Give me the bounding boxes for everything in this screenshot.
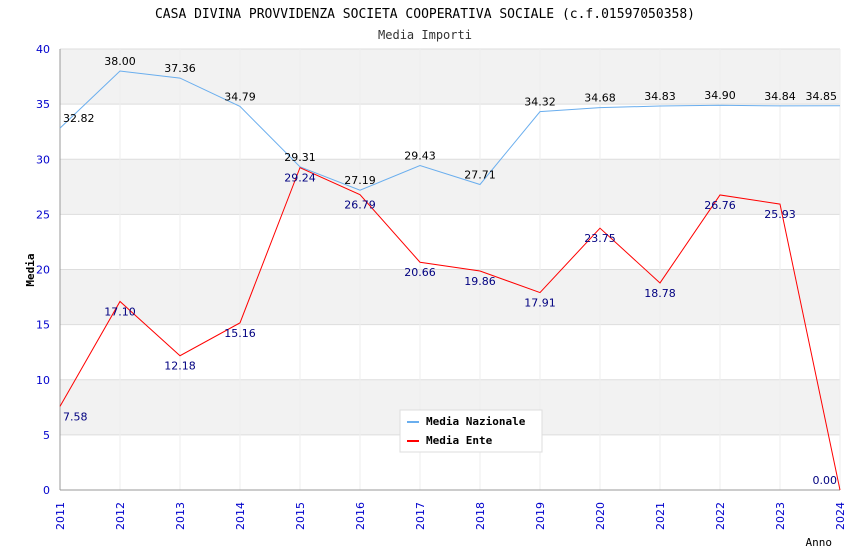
- x-tick-label: 2018: [474, 502, 487, 530]
- data-label: 32.82: [63, 112, 95, 125]
- x-tick-label: 2014: [234, 502, 247, 530]
- data-label: 17.91: [524, 297, 556, 310]
- data-label: 27.19: [344, 174, 376, 187]
- data-label: 34.32: [524, 96, 556, 109]
- data-label: 26.76: [704, 199, 736, 212]
- x-tick-label: 2011: [54, 502, 67, 530]
- data-label: 34.83: [644, 90, 676, 103]
- y-axis-label: Media: [24, 253, 37, 286]
- data-label: 20.66: [404, 266, 436, 279]
- data-label: 29.31: [284, 151, 316, 164]
- series-line-0: [59, 70, 841, 191]
- y-tick-label: 20: [36, 264, 50, 277]
- y-tick-label: 40: [36, 43, 50, 56]
- chart-subtitle: Media Importi: [378, 28, 472, 42]
- x-tick-label: 2017: [414, 502, 427, 530]
- data-label: 27.71: [464, 168, 496, 181]
- data-label: 34.90: [704, 89, 736, 102]
- chart-title: CASA DIVINA PROVVIDENZA SOCIETA COOPERAT…: [155, 7, 695, 22]
- data-label: 23.75: [584, 232, 616, 245]
- x-tick-label: 2019: [534, 502, 547, 530]
- data-label: 18.78: [644, 287, 676, 300]
- y-tick-label: 5: [43, 429, 50, 442]
- grid-band: [60, 49, 840, 105]
- data-label: 34.85: [806, 90, 838, 103]
- data-label: 37.36: [164, 62, 196, 75]
- x-tick-label: 2021: [654, 502, 667, 530]
- data-label: 7.58: [63, 410, 88, 423]
- y-tick-label: 0: [43, 484, 50, 497]
- y-tick-label: 10: [36, 374, 50, 387]
- data-label: 0.00: [813, 474, 838, 487]
- data-label: 29.43: [404, 150, 436, 163]
- legend-label-ente: Media Ente: [426, 434, 493, 447]
- data-label: 38.00: [104, 55, 136, 68]
- grid-band: [60, 159, 840, 215]
- data-label: 34.84: [764, 90, 796, 103]
- x-axis-label: Anno: [806, 536, 833, 549]
- series-line-1: [59, 166, 841, 491]
- data-label: 15.16: [224, 327, 256, 340]
- data-label: 34.79: [224, 90, 256, 103]
- x-tick-label: 2012: [114, 502, 127, 530]
- x-tick-label: 2015: [294, 502, 307, 530]
- y-tick-label: 25: [36, 208, 50, 221]
- data-label: 12.18: [164, 360, 196, 373]
- legend: Media Nazionale Media Ente: [399, 409, 543, 453]
- x-tick-label: 2022: [714, 502, 727, 530]
- x-tick-label: 2016: [354, 502, 367, 530]
- x-tick-label: 2024: [834, 502, 847, 530]
- data-label: 29.24: [284, 172, 316, 185]
- y-tick-label: 15: [36, 319, 50, 332]
- x-tick-label: 2013: [174, 502, 187, 530]
- legend-label-nazionale: Media Nazionale: [426, 415, 526, 428]
- data-label: 25.93: [764, 208, 796, 221]
- grid-band: [60, 269, 840, 325]
- y-tick-label: 30: [36, 153, 50, 166]
- x-tick-label: 2023: [774, 502, 787, 530]
- x-tick-label: 2020: [594, 502, 607, 530]
- data-label: 17.10: [104, 305, 136, 318]
- data-label: 34.68: [584, 92, 616, 105]
- y-tick-label: 35: [36, 98, 50, 111]
- data-label: 26.79: [344, 199, 376, 212]
- data-label: 19.86: [464, 275, 496, 288]
